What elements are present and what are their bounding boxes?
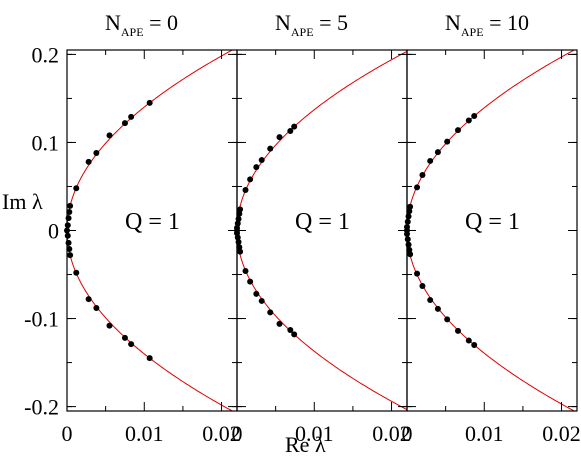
eigenvalue-point [434,149,441,156]
eigenvalue-point [128,113,135,120]
title-value: = 10 [484,10,529,35]
eigenvalue-point [128,341,135,348]
fit-curve [237,50,407,411]
eigenvalue-point [427,297,434,304]
eigenvalue-point [287,128,294,134]
eigenvalue-point [253,164,260,171]
eigenvalue-point [93,150,100,157]
panel-title: NAPE = 5 [275,10,348,39]
x-tick-label: 0 [402,421,413,446]
eigenvalue-point [242,187,249,193]
eigenvalue-point [106,132,113,139]
x-tick-label: 0.01 [465,421,504,446]
x-tick-label: 0.01 [295,421,334,446]
eigenvalue-point [242,268,249,274]
eigenvalue-point [276,134,283,141]
panel-2: 0 0.01 0.02 NAPE = 5 Q = 1 [232,10,411,446]
eigenvalue-point [85,158,92,165]
x-tick-label: 0.02 [202,421,241,446]
y-tick-label: -0.2 [24,395,59,420]
title-main: N [105,10,121,35]
eigenvalue-point [85,296,92,303]
eigenvalue-point [253,290,260,297]
eigenvalue-point [404,236,411,243]
eigenvalue-point [276,320,283,327]
eigenvalue-point [287,327,294,333]
panel-1: 0 0.01 0.02 NAPE = 0 Q = 1 [62,10,241,446]
panel-annotation: Q = 1 [125,209,180,235]
panel-annotation: Q = 1 [465,209,520,235]
eigenvalue-point [121,120,128,127]
eigenvalue-point [258,157,265,164]
eigenvalue-point [414,270,421,277]
eigenvalue-point [64,222,71,229]
x-tick-label: 0.01 [125,421,164,446]
x-tick-label: 0.02 [372,421,411,446]
eigenvalue-point [237,248,244,255]
eigenvalue-point [419,282,426,289]
eigenvalue-point [471,113,478,120]
eigenvalue-point [258,297,265,304]
title-main: N [275,10,291,35]
title-value: = 0 [144,10,178,35]
eigenvalue-point [146,355,153,362]
eigenvalue-point [434,305,441,312]
y-tick-label: -0.1 [24,307,59,332]
eigenvalue-point [146,99,153,106]
title-subscript: APE [121,25,144,39]
eigenvalue-point [66,209,73,216]
eigenvalue-point [247,176,254,183]
eigenvalue-point [407,203,414,210]
eigenvalue-point [455,327,461,334]
eigenvalue-point [455,127,461,134]
eigenvalue-point [67,252,74,259]
eigenvalue-point [427,157,434,164]
eigenvalue-point [66,245,73,252]
x-tick-label: 0 [62,421,73,446]
x-tick-label: 0.02 [542,421,581,446]
eigenvalue-point [247,278,254,285]
x-tick-label: 0 [232,421,243,446]
y-axis-label: Im λ [2,189,43,214]
eigenvalue-point [465,337,472,344]
eigenvalue-point [404,218,411,225]
eigenvalue-point [267,145,274,152]
title-main: N [445,10,461,35]
panel-annotation: Q = 1 [295,209,350,235]
eigenvalue-point [73,185,80,192]
eigenvalue-point [67,202,74,209]
fit-curve [67,50,233,411]
eigenvalue-point [414,184,421,191]
title-subscript: APE [461,25,484,39]
eigenvalue-point [407,251,414,258]
fit-curve [407,50,575,411]
eigenvalue-point [73,269,80,276]
eigenvalue-point [237,206,244,213]
eigenvalue-point [93,304,100,311]
eigenvalue-point [444,316,451,323]
eigenvalue-point [444,138,451,145]
y-tick-label: 0.2 [32,42,60,67]
title-value: = 5 [314,10,348,35]
eigenvalue-point [419,172,426,179]
eigenvalue-point [291,123,298,130]
eigenvalue-point [121,334,128,341]
panel-title: NAPE = 0 [105,10,178,39]
x-axis-label: Re λ [285,432,326,457]
eigenvalue-point [465,117,472,124]
panel-3: 0 0.01 0.02 NAPE = 10 Q = 1 [402,10,581,446]
y-tick-label: 0 [48,219,59,244]
eigenvalue-point [64,232,71,239]
y-tick-label: 0.1 [32,130,60,155]
eigenvalue-point [291,331,298,338]
panel-title: NAPE = 10 [445,10,529,39]
title-subscript: APE [291,25,314,39]
eigenvalue-point [267,309,274,316]
eigenvalue-point [471,341,478,348]
eigenvalue-point [106,322,113,329]
